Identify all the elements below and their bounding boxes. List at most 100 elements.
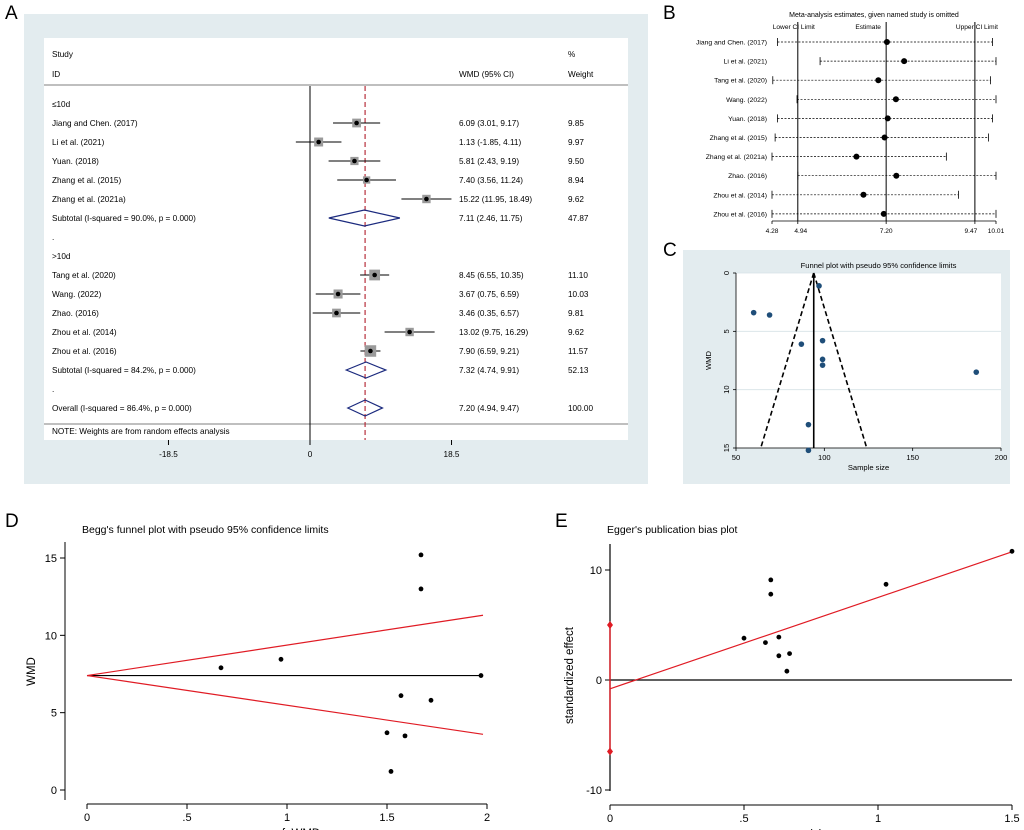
study-label: Jiang and Chen. (2017) — [696, 40, 767, 47]
study-label: Zhou et al. (2014) — [713, 192, 767, 199]
x-tick-label: 4.94 — [794, 228, 807, 235]
point-estimate — [424, 196, 429, 202]
x-tick-label: 7.20 — [880, 228, 893, 235]
data-point — [784, 668, 790, 674]
egger-plot-chart: Egger's publication bias plot -10 0 10 0 .5 1 1… — [564, 524, 1020, 830]
study-ci: 7.20 (4.94, 9.47) — [459, 404, 519, 413]
upper-ci-label: Upper CI Limit — [956, 24, 998, 31]
begg-funnel-chart: Begg's funnel plot with pseudo 95% confi… — [26, 524, 490, 830]
x-tick-label: 150 — [906, 453, 919, 462]
estimate-point — [880, 210, 887, 217]
study-label: Yuan. (2018) — [52, 157, 99, 166]
x-tick-label: 50 — [732, 453, 740, 462]
data-point — [787, 651, 792, 656]
study-weight: 47.87 — [568, 214, 589, 223]
lower-ci-label: Lower CI Limit — [773, 24, 815, 31]
study-ci: 3.67 (0.75, 6.59) — [459, 290, 519, 299]
subgroup-label: >10d — [52, 252, 71, 261]
estimate-point — [875, 77, 882, 84]
data-point — [763, 640, 768, 645]
data-point — [478, 673, 484, 678]
x-tick-label: -18.5 — [159, 450, 178, 459]
x-tick-label: .5 — [739, 813, 748, 825]
study-label: Tang et al. (2020) — [714, 78, 767, 85]
x-axis-label: s.e. of: WMD — [254, 828, 320, 830]
data-point — [766, 312, 773, 318]
study-label: Subtotal (I-squared = 84.2%, p = 0.000) — [52, 366, 196, 375]
study-label: Jiang and Chen. (2017) — [52, 119, 138, 128]
study-weight: 9.50 — [568, 157, 584, 166]
x-tick-label: 1.5 — [379, 812, 394, 824]
overall-diamond — [346, 399, 384, 417]
estimate-point — [901, 58, 908, 65]
study-weight: 9.97 — [568, 138, 584, 147]
x-tick-label: 18.5 — [444, 450, 460, 459]
y-axis-label: WMD — [26, 657, 38, 686]
data-point — [819, 337, 826, 344]
estimate-label: Estimate — [855, 24, 881, 31]
data-point — [883, 581, 889, 587]
study-weight: 9.85 — [568, 119, 584, 128]
chart-title: Funnel plot with pseudo 95% confidence l… — [801, 261, 957, 270]
study-weight: 100.00 — [568, 404, 593, 413]
data-point — [384, 730, 390, 736]
study-label: Subtotal (I-squared = 90.0%, p = 0.000) — [52, 214, 196, 223]
study-ci: 7.11 (2.46, 11.75) — [459, 214, 523, 223]
study-label: Zhang et al. (2015) — [52, 176, 121, 185]
x-tick-label: 1 — [284, 812, 290, 824]
study-label: Zhou et al. (2016) — [52, 347, 117, 356]
header-pct: % — [568, 50, 575, 59]
study-weight: 8.94 — [568, 176, 584, 185]
panel-letter-c: C — [663, 240, 677, 261]
regression-line — [609, 551, 1013, 690]
study-label: Li et al. (2021) — [724, 59, 767, 66]
data-point — [768, 577, 774, 583]
point-estimate — [368, 348, 373, 354]
y-tick-label: 0 — [51, 785, 57, 797]
study-weight: 9.62 — [568, 328, 584, 337]
panel-letter-d: D — [5, 511, 19, 532]
data-point — [805, 421, 812, 428]
panel-letter-e: E — [555, 511, 568, 532]
study-label: Yuan. (2018) — [728, 116, 767, 123]
data-point — [816, 283, 822, 289]
influence-title: Meta-analysis estimates, given named stu… — [789, 12, 959, 19]
study-ci: 8.45 (6.55, 10.35) — [459, 271, 524, 280]
estimate-point — [853, 153, 860, 160]
estimate-point — [883, 39, 890, 45]
study-ci: 6.09 (3.01, 9.17) — [459, 119, 519, 128]
study-weight: 9.62 — [568, 195, 584, 204]
study-label: Overall (I-squared = 86.4%, p = 0.000) — [52, 404, 192, 413]
spacer-dot: . — [52, 385, 54, 394]
estimate-point — [884, 115, 891, 122]
y-axis-label: standardized effect — [564, 626, 576, 724]
study-ci: 5.81 (2.43, 9.19) — [459, 157, 519, 166]
x-axis-label: Sample size — [848, 463, 889, 472]
y-tick-label: 10 — [45, 630, 57, 642]
data-point — [428, 697, 434, 703]
x-tick-label: 1 — [875, 813, 881, 825]
y-tick-label: 5 — [722, 329, 731, 333]
header-id: ID — [52, 70, 60, 79]
chart-title: Begg's funnel plot with pseudo 95% confi… — [82, 524, 329, 536]
study-ci: 7.90 (6.59, 9.21) — [459, 347, 519, 356]
subtotal-diamond — [328, 209, 401, 227]
study-label: Li et al. (2021) — [52, 138, 105, 147]
data-point — [741, 635, 747, 641]
point-estimate — [372, 272, 377, 278]
x-tick-label: 2 — [484, 812, 490, 824]
pseudo-ci-upper — [86, 614, 484, 677]
data-point — [776, 653, 782, 659]
study-ci: 7.40 (3.56, 11.24) — [459, 176, 523, 185]
data-point — [418, 586, 424, 592]
point-estimate — [334, 310, 339, 316]
intercept-ci-marker — [607, 621, 613, 629]
pseudo-ci-left — [759, 272, 815, 449]
study-ci: 7.32 (4.74, 9.91) — [459, 366, 519, 375]
x-tick-label: 0 — [607, 813, 613, 825]
intercept-ci-marker — [607, 747, 613, 756]
data-point — [973, 369, 980, 375]
x-tick-label: 10.01 — [988, 228, 1005, 235]
x-tick-label: 100 — [818, 453, 831, 462]
point-estimate — [352, 158, 357, 164]
